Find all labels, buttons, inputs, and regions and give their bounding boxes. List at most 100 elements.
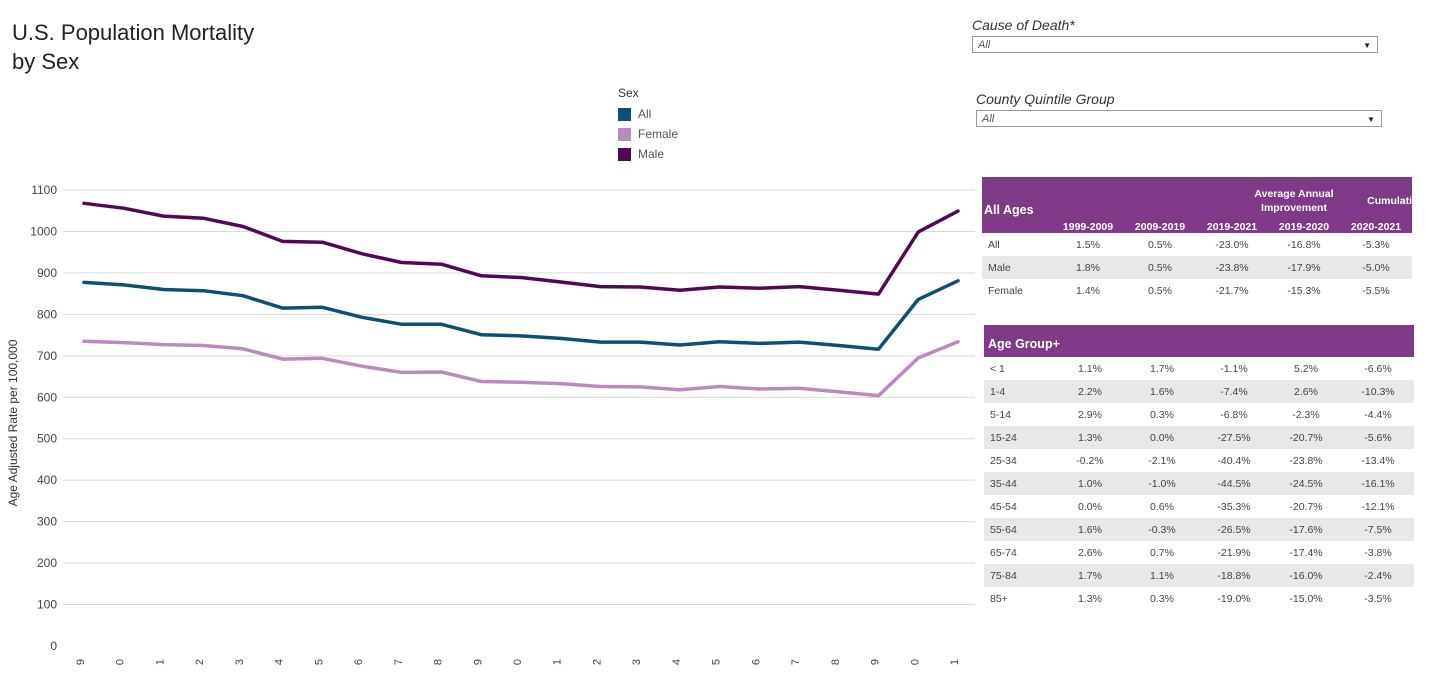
row-label: Female: [988, 284, 1024, 297]
table-cell: -35.3%: [1217, 500, 1251, 513]
table-cell: -44.5%: [1198, 472, 1270, 495]
series-line-male[interactable]: [82, 201, 960, 296]
cause-of-death-select[interactable]: All ▼: [972, 36, 1378, 53]
row-label: 75-84: [984, 564, 1054, 587]
row-label: All: [988, 238, 1000, 251]
table-cell: 1.6%: [1054, 518, 1126, 541]
x-tick-label: 9: [75, 659, 87, 665]
table-cell: -0.2%: [1076, 454, 1104, 467]
x-tick-label: 7: [790, 659, 802, 665]
table-row: 75-84 1.7% 1.1% -18.8% -16.0% -2.4%: [984, 564, 1414, 587]
table-cell: 1.3%: [1054, 426, 1126, 449]
table-cell: 1.7%: [1054, 564, 1126, 587]
chevron-down-icon: ▼: [1367, 115, 1375, 124]
table-cell: -21.9%: [1217, 546, 1251, 559]
table-row: All 1.5% 0.5% -23.0% -16.8% -5.3%: [982, 233, 1412, 256]
x-tick-label: 8: [433, 659, 445, 665]
table-cell: 2.6%: [1078, 546, 1102, 559]
x-tick-label: 1: [949, 659, 961, 665]
x-tick-label: 3: [234, 659, 246, 665]
table-cell: -5.6%: [1342, 426, 1414, 449]
period-headers: 1999-2009 2009-2019 2019-2021 2019-2020 …: [1052, 221, 1412, 233]
row-label: 1-4: [984, 380, 1054, 403]
x-tick-label: 6: [750, 659, 762, 665]
table-cell: -21.7%: [1215, 284, 1249, 297]
x-tick-label: 0: [512, 659, 524, 665]
legend-item-female[interactable]: Female: [618, 124, 678, 144]
table-cell: 0.0%: [1126, 426, 1198, 449]
x-tick-label: 1: [154, 659, 166, 665]
age-group-header-row: Age Group+: [984, 325, 1414, 357]
table-cell: 1.1%: [1126, 564, 1198, 587]
x-tick-label: 5: [313, 659, 325, 665]
all-ages-column-headers: Average Annual Improvement Cumulative In…: [1052, 177, 1436, 233]
county-quintile-select[interactable]: All ▼: [976, 110, 1382, 127]
x-tick-label: 8: [830, 659, 842, 665]
page-title-line-2: by Sex: [12, 49, 80, 74]
avg-annual-improvement-header: Average Annual Improvement: [1254, 188, 1334, 214]
table-row: 15-24 1.3% 0.0% -27.5% -20.7% -5.6%: [984, 426, 1414, 449]
period-header: 2020-2021: [1350, 221, 1402, 233]
legend-label-female: Female: [638, 127, 679, 141]
table-cell: -23.0%: [1215, 238, 1249, 251]
series-line-female[interactable]: [82, 339, 960, 398]
table-row: 35-44 1.0% -1.0% -44.5% -24.5% -16.1%: [984, 472, 1414, 495]
y-tick-label: 100: [37, 598, 57, 612]
table-row: 65-74 2.6% 0.7% -21.9% -17.4% -3.8%: [984, 541, 1414, 564]
legend-item-all[interactable]: All: [618, 104, 678, 124]
table-cell: 2.9%: [1078, 408, 1102, 421]
table-cell: 1.5%: [1076, 238, 1100, 251]
table-cell: 1.6%: [1126, 380, 1198, 403]
table-row: 5-14 2.9% 0.3% -6.8% -2.3% -4.4%: [984, 403, 1414, 426]
y-tick-label: 600: [37, 390, 57, 404]
table-cell: 1.1%: [1078, 362, 1102, 375]
age-group-rows: < 1 1.1% 1.7% -1.1% 5.2% -6.6% 1-4 2.2% 1.6% -7.4…: [984, 357, 1414, 610]
period-header: 2019-2021: [1206, 221, 1258, 233]
table-cell: 0.5%: [1148, 238, 1172, 251]
table-cell: -17.6%: [1270, 518, 1342, 541]
x-axis-ticks: 9 0 1 2 3 4 5 6 7 8 9 0 1 2 3 4 5 6 7 8 9 0 1: [75, 659, 961, 665]
x-tick-label: 1: [552, 659, 564, 665]
legend-title: Sex: [618, 86, 639, 100]
y-tick-label: 700: [37, 349, 57, 363]
legend-label-male: Male: [638, 147, 665, 161]
table-cell: -5.0%: [1340, 256, 1412, 279]
table-cell: -16.1%: [1342, 472, 1414, 495]
table-cell: -6.8%: [1220, 408, 1248, 421]
row-label: 55-64: [984, 518, 1054, 541]
table-cell: -24.5%: [1270, 472, 1342, 495]
table-cell: -3.5%: [1364, 592, 1392, 605]
table-cell: -1.1%: [1220, 362, 1248, 375]
table-cell: 2.6%: [1270, 380, 1342, 403]
age-group-table: Age Group+ < 1 1.1% 1.7% -1.1% 5.2% -6.6% 1-4 2…: [984, 325, 1414, 610]
legend-label-all: All: [638, 107, 652, 121]
y-tick-label: 800: [37, 307, 57, 321]
table-row: < 1 1.1% 1.7% -1.1% 5.2% -6.6%: [984, 357, 1414, 380]
row-label: 45-54: [990, 500, 1017, 513]
table-cell: -20.7%: [1270, 426, 1342, 449]
table-cell: -7.4%: [1198, 380, 1270, 403]
table-cell: 1.3%: [1078, 592, 1102, 605]
period-header: 1999-2009: [1062, 221, 1114, 233]
x-tick-label: 9: [870, 659, 882, 665]
cumulative-header: Cumulative In: [1367, 195, 1436, 207]
row-label: 65-74: [990, 546, 1017, 559]
cause-of-death-label: Cause of Death*: [972, 17, 1075, 33]
table-cell: 0.3%: [1150, 408, 1174, 421]
table-cell: 1.0%: [1054, 472, 1126, 495]
table-row: Female 1.4% 0.5% -21.7% -15.3% -5.5%: [982, 279, 1412, 302]
table-cell: 0.5%: [1148, 284, 1172, 297]
cause-of-death-value: All: [978, 39, 991, 51]
table-cell: -2.3%: [1292, 408, 1320, 421]
row-label: 35-44: [984, 472, 1054, 495]
table-cell: -40.4%: [1217, 454, 1251, 467]
legend-item-male[interactable]: Male: [618, 144, 678, 164]
series-line-all[interactable]: [82, 279, 960, 351]
table-cell: 0.3%: [1150, 592, 1174, 605]
table-cell: -3.8%: [1364, 546, 1392, 559]
table-cell: -2.1%: [1148, 454, 1176, 467]
legend-swatch-all: [618, 107, 631, 121]
period-header: 2019-2020: [1278, 221, 1330, 233]
table-cell: -7.5%: [1342, 518, 1414, 541]
y-tick-label: 1000: [30, 224, 57, 238]
